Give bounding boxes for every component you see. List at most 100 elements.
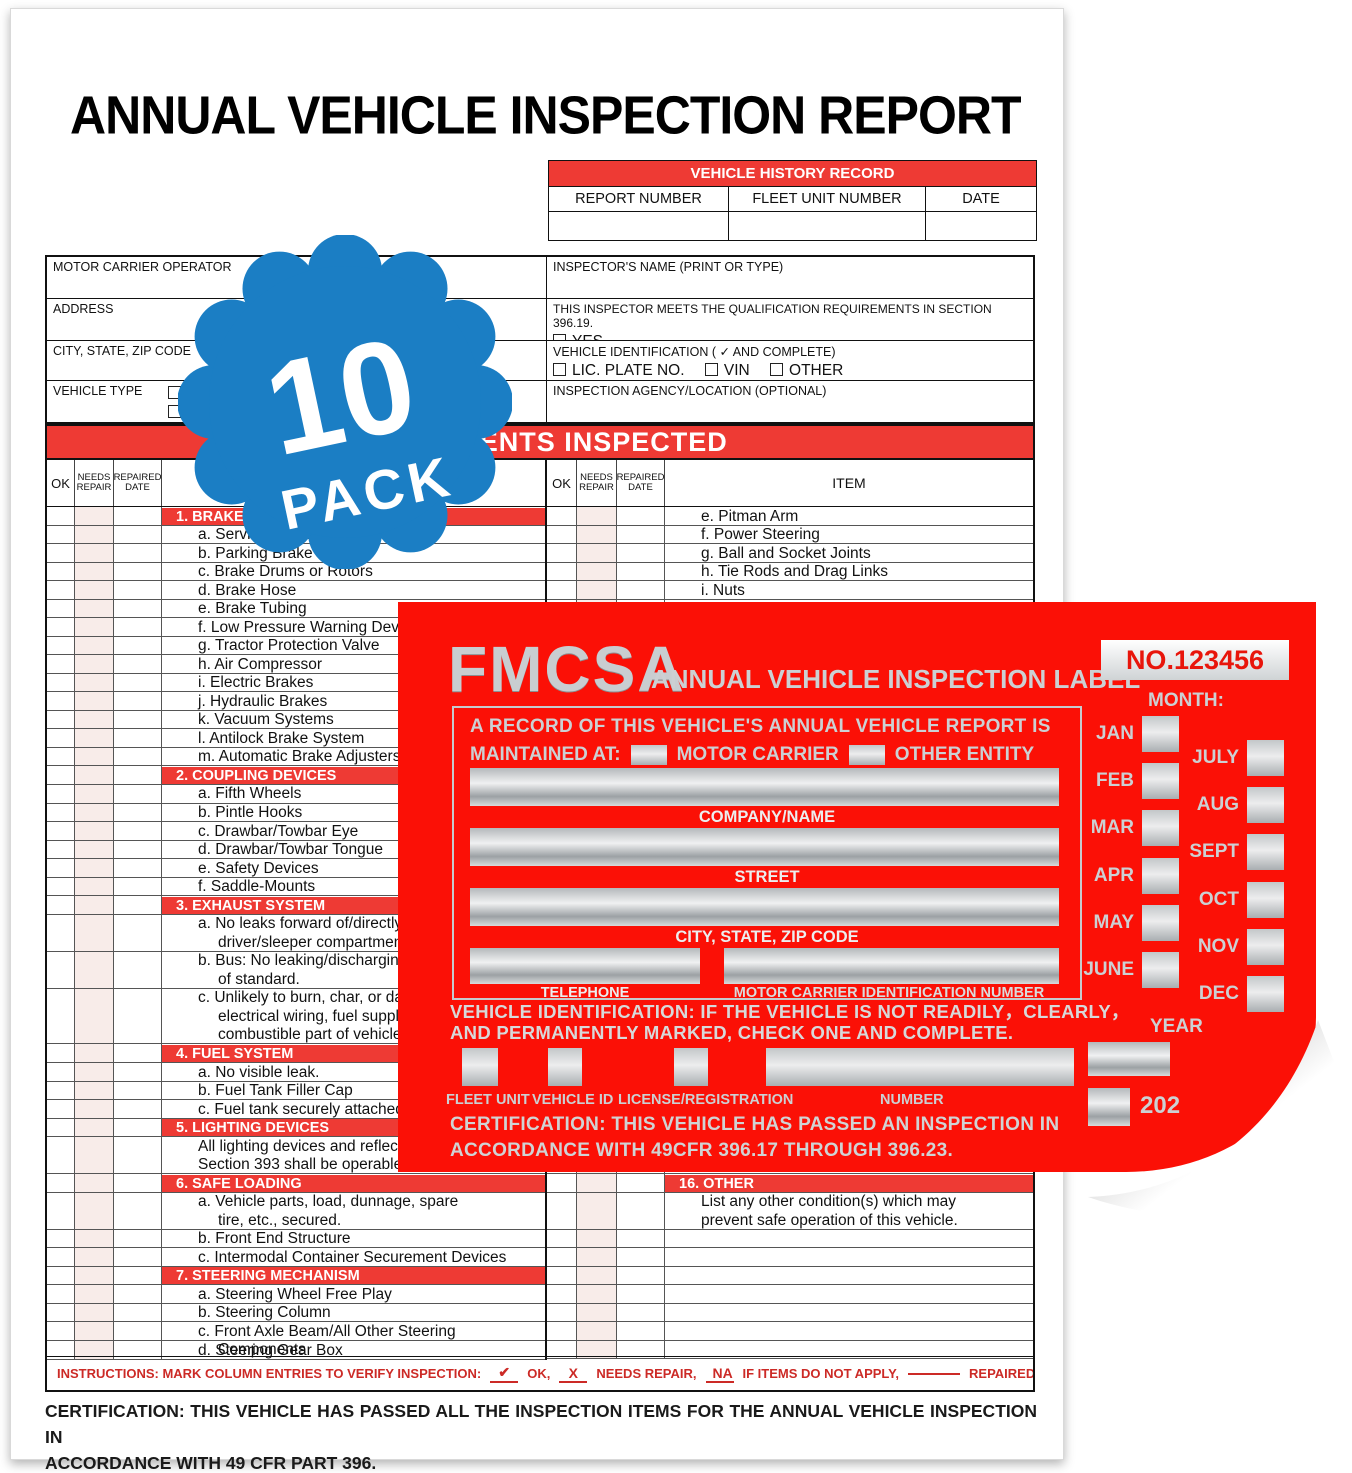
needs-repair-cell[interactable] <box>75 636 114 655</box>
repaired-date-cell[interactable] <box>114 840 162 859</box>
repaired-date-cell[interactable] <box>114 710 162 729</box>
repaired-date-cell[interactable] <box>114 618 162 636</box>
repaired-date-cell[interactable] <box>114 525 162 544</box>
needs-repair-cell[interactable] <box>75 822 114 840</box>
repaired-date-cell[interactable] <box>114 507 162 525</box>
needs-repair-cell[interactable] <box>75 599 114 618</box>
repaired-date-cell[interactable] <box>617 1285 665 1303</box>
needs-repair-cell[interactable] <box>75 896 114 914</box>
repaired-date-cell[interactable] <box>114 803 162 822</box>
ok-cell[interactable] <box>47 1081 75 1100</box>
month-box-mar[interactable] <box>1142 810 1179 847</box>
needs-repair-cell[interactable] <box>75 1229 114 1248</box>
repaired-date-cell[interactable] <box>617 1322 665 1340</box>
repaired-date-cell[interactable] <box>114 562 162 581</box>
needs-repair-cell[interactable] <box>75 766 114 784</box>
fleet-unit-checkbox[interactable] <box>462 1048 498 1086</box>
repaired-date-cell[interactable] <box>114 1192 162 1229</box>
ok-cell[interactable] <box>47 544 75 562</box>
repaired-date-cell[interactable] <box>114 729 162 747</box>
ok-cell[interactable] <box>47 636 75 655</box>
ok-cell[interactable] <box>47 710 75 729</box>
repaired-date-cell[interactable] <box>114 896 162 914</box>
repaired-date-cell[interactable] <box>114 1285 162 1303</box>
ok-cell[interactable] <box>47 729 75 747</box>
repaired-date-cell[interactable] <box>114 673 162 692</box>
repaired-date-cell[interactable] <box>114 1118 162 1137</box>
ok-cell[interactable] <box>47 1266 75 1285</box>
ok-cell[interactable] <box>547 581 577 599</box>
ok-cell[interactable] <box>47 1118 75 1137</box>
repaired-date-cell[interactable] <box>114 877 162 896</box>
ok-cell[interactable] <box>47 1100 75 1118</box>
repaired-date-cell[interactable] <box>617 1266 665 1285</box>
needs-repair-cell[interactable] <box>75 1100 114 1118</box>
repaired-date-cell[interactable] <box>617 562 665 581</box>
repaired-date-cell[interactable] <box>114 1044 162 1062</box>
repaired-date-cell[interactable] <box>114 1174 162 1192</box>
needs-repair-cell[interactable] <box>75 507 114 525</box>
repaired-date-cell[interactable] <box>114 581 162 599</box>
company-name-input[interactable] <box>470 768 1059 806</box>
ok-cell[interactable] <box>47 747 75 766</box>
needs-repair-cell[interactable] <box>75 1303 114 1322</box>
ok-cell[interactable] <box>47 822 75 840</box>
needs-repair-cell[interactable] <box>75 1285 114 1303</box>
repaired-date-cell[interactable] <box>114 766 162 784</box>
ok-cell[interactable] <box>547 1229 577 1248</box>
ok-cell[interactable] <box>47 655 75 673</box>
repaired-date-cell[interactable] <box>617 1229 665 1248</box>
month-box-july[interactable] <box>1247 739 1284 776</box>
repaired-date-cell[interactable] <box>114 1266 162 1285</box>
needs-repair-cell[interactable] <box>75 1248 114 1266</box>
repaired-date-cell[interactable] <box>114 914 162 951</box>
needs-repair-cell[interactable] <box>577 1248 617 1266</box>
ok-cell[interactable] <box>47 1303 75 1322</box>
month-box-sept[interactable] <box>1247 834 1284 871</box>
repaired-date-cell[interactable] <box>114 1100 162 1118</box>
ok-cell[interactable] <box>547 544 577 562</box>
repaired-date-cell[interactable] <box>617 507 665 525</box>
repaired-date-cell[interactable] <box>114 784 162 803</box>
repaired-date-cell[interactable] <box>114 1063 162 1081</box>
repaired-date-cell[interactable] <box>617 1174 665 1192</box>
needs-repair-cell[interactable] <box>577 562 617 581</box>
month-box-aug[interactable] <box>1247 786 1284 823</box>
needs-repair-cell[interactable] <box>75 673 114 692</box>
needs-repair-cell[interactable] <box>75 1174 114 1192</box>
needs-repair-cell[interactable] <box>75 1322 114 1340</box>
ok-cell[interactable] <box>47 1341 75 1359</box>
needs-repair-cell[interactable] <box>75 747 114 766</box>
needs-repair-cell[interactable] <box>75 525 114 544</box>
repaired-date-cell[interactable] <box>114 655 162 673</box>
ok-cell[interactable] <box>47 673 75 692</box>
city-state-zip-input[interactable] <box>470 888 1059 926</box>
needs-repair-cell[interactable] <box>75 877 114 896</box>
ok-cell[interactable] <box>47 951 75 988</box>
needs-repair-cell[interactable] <box>75 544 114 562</box>
vehicle-id-checkbox[interactable] <box>548 1048 582 1086</box>
fleet-unit-number-field[interactable] <box>729 212 926 240</box>
needs-repair-cell[interactable] <box>577 1192 617 1229</box>
needs-repair-cell[interactable] <box>75 1118 114 1137</box>
repaired-date-cell[interactable] <box>114 1341 162 1359</box>
needs-repair-cell[interactable] <box>577 581 617 599</box>
ok-cell[interactable] <box>547 507 577 525</box>
ok-cell[interactable] <box>47 859 75 877</box>
needs-repair-cell[interactable] <box>75 1192 114 1229</box>
repaired-date-cell[interactable] <box>114 859 162 877</box>
needs-repair-cell[interactable] <box>75 729 114 747</box>
ok-cell[interactable] <box>547 1285 577 1303</box>
street-input[interactable] <box>470 828 1059 866</box>
repaired-date-cell[interactable] <box>114 1322 162 1340</box>
needs-repair-cell[interactable] <box>75 1063 114 1081</box>
ok-cell[interactable] <box>547 1174 577 1192</box>
needs-repair-cell[interactable] <box>75 988 114 1044</box>
repaired-date-cell[interactable] <box>114 1303 162 1322</box>
needs-repair-cell[interactable] <box>577 525 617 544</box>
month-box-may[interactable] <box>1142 904 1179 941</box>
needs-repair-cell[interactable] <box>75 562 114 581</box>
repaired-date-cell[interactable] <box>114 822 162 840</box>
needs-repair-cell[interactable] <box>75 710 114 729</box>
month-box-apr[interactable] <box>1142 857 1179 894</box>
